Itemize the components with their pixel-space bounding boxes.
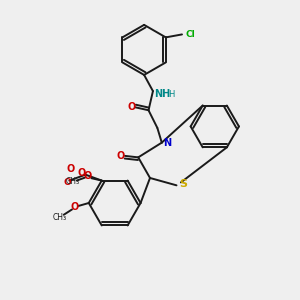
Text: Cl: Cl: [185, 30, 195, 39]
Text: NH: NH: [154, 89, 171, 99]
Text: N: N: [163, 138, 171, 148]
Text: O: O: [67, 164, 75, 174]
Text: O: O: [83, 171, 92, 181]
Text: O: O: [128, 102, 136, 112]
Text: S: S: [179, 179, 187, 189]
Text: CH₃: CH₃: [65, 177, 79, 186]
Text: O: O: [78, 168, 86, 178]
Text: O: O: [116, 151, 125, 161]
Text: H: H: [168, 90, 175, 99]
Text: CH₃: CH₃: [52, 213, 66, 222]
Text: O: O: [70, 202, 79, 212]
Text: O: O: [64, 178, 72, 187]
